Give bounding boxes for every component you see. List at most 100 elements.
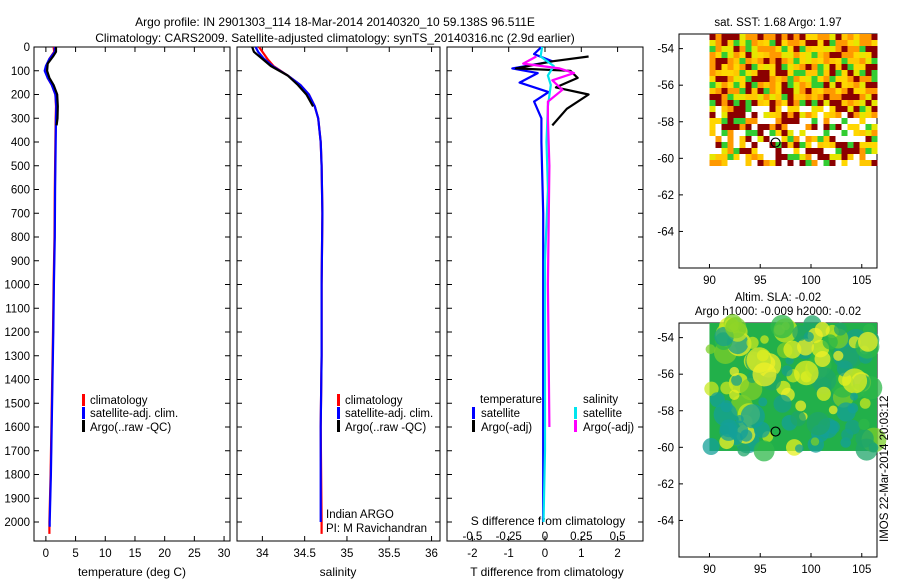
sst-cell: [859, 130, 866, 136]
sst-cell: [793, 52, 800, 58]
sst-cell: [739, 112, 746, 118]
sst-cell: [709, 160, 716, 166]
series-line-satellite-adj-clim-: [254, 46, 324, 522]
sst-cell: [841, 160, 848, 166]
sla-blob: [841, 428, 854, 441]
sst-cell: [709, 40, 716, 46]
sst-cell: [823, 130, 830, 136]
sst-cell: [775, 118, 782, 124]
sst-cell: [859, 70, 866, 76]
sst-cell: [823, 58, 830, 64]
sst-cell: [823, 34, 830, 40]
sst-cell: [709, 88, 716, 94]
sst-cell: [739, 88, 746, 94]
sst-cell: [763, 160, 770, 166]
sst-cell: [757, 154, 764, 160]
sst-cell: [835, 100, 842, 106]
sst-cell: [871, 136, 878, 142]
sst-cell: [799, 52, 806, 58]
sst-cell: [871, 70, 878, 76]
sst-cell: [721, 94, 728, 100]
x-tick-label: 35: [341, 548, 354, 560]
sst-cell: [829, 100, 836, 106]
sst-cell: [745, 88, 752, 94]
sst-cell: [871, 64, 878, 70]
sst-cell: [757, 100, 764, 106]
sst-cell: [823, 124, 830, 130]
sst-cell: [727, 34, 734, 40]
sst-cell: [745, 124, 752, 130]
sst-cell: [745, 154, 752, 160]
sst-cell: [721, 160, 728, 166]
sst-cell: [805, 124, 812, 130]
sst-cell: [799, 76, 806, 82]
sst-cell: [751, 100, 758, 106]
sst-cell: [829, 154, 836, 160]
sla-blob: [739, 378, 763, 401]
sst-cell: [829, 58, 836, 64]
sst-cell: [835, 94, 842, 100]
sst-cell: [733, 52, 740, 58]
sst-cell: [805, 52, 812, 58]
sst-cell: [727, 88, 734, 94]
sst-cell: [751, 82, 758, 88]
sst-cell: [775, 160, 782, 166]
sst-cell: [775, 70, 782, 76]
y-tick-label: 1800: [4, 470, 30, 482]
sst-cell: [817, 58, 824, 64]
s-x-tick-label: 0: [542, 531, 548, 543]
sst-cell: [763, 76, 770, 82]
sst-cell: [847, 112, 854, 118]
sst-cell: [859, 46, 866, 52]
sst-cell: [853, 76, 860, 82]
sst-cell: [733, 100, 740, 106]
sla-blob: [816, 386, 831, 401]
sst-cell: [715, 76, 722, 82]
x-tick-label: 10: [99, 548, 112, 560]
sst-cell: [841, 70, 848, 76]
y-tick-label: 100: [11, 66, 30, 78]
sst-cell: [841, 154, 848, 160]
y-tick-label: 1200: [4, 327, 30, 339]
map-y-tick-label: -62: [657, 190, 674, 202]
sst-cell: [775, 148, 782, 154]
sst-cell: [709, 154, 716, 160]
sst-cell: [775, 130, 782, 136]
sst-cell: [853, 88, 860, 94]
sst-cell: [871, 46, 878, 52]
sst-cell: [757, 58, 764, 64]
sst-cell: [715, 136, 722, 142]
sst-cell: [835, 34, 842, 40]
s-x-tick-label: 0.5: [610, 531, 626, 543]
sst-cell: [871, 100, 878, 106]
sst-cell: [769, 100, 776, 106]
sla-blob: [746, 336, 759, 349]
legend-label-t-satellite: satellite: [481, 408, 520, 420]
sst-cell: [709, 106, 716, 112]
sla-blob: [758, 397, 768, 407]
sst-cell: [817, 142, 824, 148]
y-tick-label: 400: [11, 137, 30, 149]
sst-cell: [769, 88, 776, 94]
sst-cell: [865, 34, 872, 40]
map-y-tick-label: -60: [657, 153, 674, 165]
sla-blob: [850, 392, 858, 401]
sst-cell: [715, 154, 722, 160]
sst-cell: [811, 118, 818, 124]
sst-cell: [835, 64, 842, 70]
sst-cell: [829, 142, 836, 148]
sst-cell: [841, 34, 848, 40]
sst-cell: [853, 130, 860, 136]
map-x-tick-label: 95: [754, 564, 767, 576]
sla-blob: [834, 322, 847, 336]
sst-cell: [835, 52, 842, 58]
sst-cell: [709, 130, 716, 136]
sst-cell: [799, 94, 806, 100]
sst-cell: [745, 118, 752, 124]
salinity-legend: climatology satellite-adj. clim. Argo(..…: [326, 394, 433, 535]
sst-cell: [709, 76, 716, 82]
sst-cell: [841, 46, 848, 52]
sst-cell: [769, 124, 776, 130]
sst-cell: [769, 94, 776, 100]
sst-cell: [811, 82, 818, 88]
